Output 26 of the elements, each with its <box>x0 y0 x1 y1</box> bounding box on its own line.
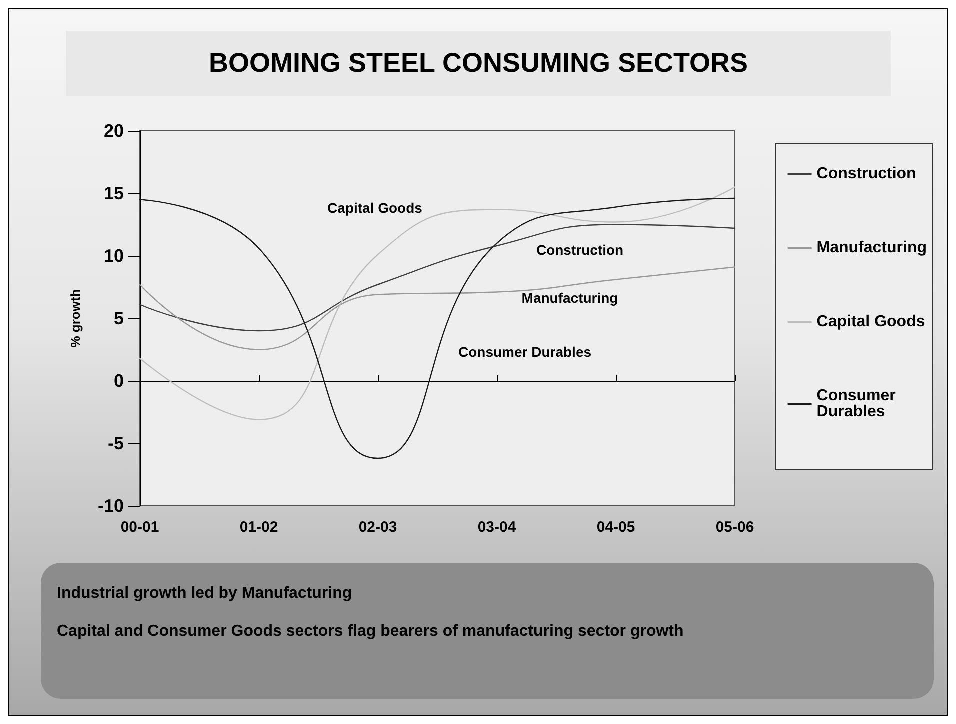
y-tick-label: 15 <box>104 184 124 204</box>
text: Capital and Consumer Goods sectors flag bearers of manufacturing sector growth <box>57 623 685 641</box>
y-tick-label: 5 <box>114 308 124 328</box>
legend-label: Construction <box>816 166 916 182</box>
y-axis-title: % growth <box>68 289 83 348</box>
y-tick-label: 20 <box>104 121 124 141</box>
x-tick-label: 00-01 <box>120 519 160 536</box>
y-tick-label: -5 <box>108 434 124 454</box>
legend-label: Capital Goods <box>816 314 926 330</box>
chart-title: BOOMING STEEL CONSUMING SECTORS <box>66 31 891 96</box>
legend-label: Consumer Durables <box>816 388 900 420</box>
y-tick-label: 10 <box>104 246 124 266</box>
y-tick-label: 0 <box>114 371 124 391</box>
legend-label: Manufacturing <box>816 240 927 256</box>
x-tick-label: 01-02 <box>240 519 278 536</box>
annotation: Manufacturing <box>522 290 618 306</box>
annotation: Consumer Durables <box>458 344 592 360</box>
y-tick-label: -10 <box>98 496 124 516</box>
x-tick-label: 03-04 <box>478 519 517 536</box>
annotation: Capital Goods <box>328 200 423 216</box>
text: Industrial growth led by Manufacturing <box>57 585 354 603</box>
line-series <box>139 224 736 332</box>
x-tick-label: 05-06 <box>716 519 754 536</box>
x-tick-label: 04-05 <box>596 519 636 536</box>
annotation: Construction <box>536 242 624 258</box>
x-tick-label: 02-03 <box>358 519 398 536</box>
